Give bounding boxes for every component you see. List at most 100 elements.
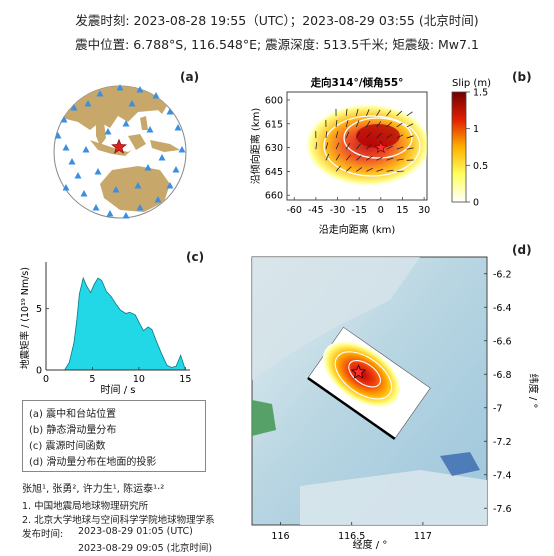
slip-vector — [355, 120, 360, 128]
station-marker — [122, 120, 130, 127]
slip-vector — [335, 119, 338, 127]
release-time-beijing: 2023-08-29 09:05 (北京时间) — [78, 543, 213, 554]
station-marker — [146, 126, 154, 133]
panel-label-d: (d) — [512, 243, 532, 257]
slip-vector — [396, 146, 404, 150]
map-shallow-sea — [252, 257, 420, 380]
slip-vector — [325, 142, 329, 150]
map-x-tick-label: 116.5 — [338, 531, 365, 542]
map-y-ticks: -6.2 -6.4 -6.6 -6.8 -7 -7.2 -7.4 -7.6 — [484, 269, 512, 515]
colorbar-tick-label: 0 — [473, 198, 479, 209]
slip-vector — [355, 108, 359, 116]
slip-vector — [335, 142, 340, 150]
slip-vector — [376, 109, 381, 117]
map-y-tick-label: -7.4 — [493, 470, 512, 481]
station-marker — [122, 212, 130, 219]
slip-vector — [345, 154, 351, 161]
map-epicenter-star-icon — [350, 364, 367, 379]
colorbar-tick-label: 1.5 — [473, 88, 488, 99]
slip-vector — [335, 165, 341, 172]
station-marker — [152, 92, 160, 99]
stf-y-tick-label: 5 — [36, 304, 42, 315]
slip-vector — [356, 167, 363, 172]
globe-land — [54, 86, 180, 212]
affiliation-1: 1. 中国地震局地球物理研究所 — [22, 501, 149, 512]
stf-x-tick-label: 15 — [179, 374, 191, 385]
slip-vector — [406, 135, 414, 139]
map-x-tick-label: 116 — [271, 531, 289, 542]
stations-layer — [54, 84, 186, 219]
slip-vector — [376, 156, 383, 161]
panel-label-c: (c) — [186, 250, 205, 264]
slip-y-ticks: 600 615 630 645 660 — [265, 95, 290, 202]
map-y-tick-label: -7 — [493, 403, 502, 414]
map-x-label: 经度 / ° — [353, 538, 388, 551]
slip-vector — [345, 120, 349, 128]
affiliation-2: 2. 北京大学地球与空间科学学院地球物理学系 — [22, 515, 215, 526]
map-y-label: 纬度 / ° — [527, 374, 540, 409]
map-y-tick-label: -7.2 — [493, 437, 512, 448]
map-coast — [300, 470, 487, 525]
slip-vector — [396, 134, 404, 139]
stf-x-tick-label: 5 — [89, 374, 95, 385]
slip-vector — [366, 144, 372, 150]
header-location: 震中位置: 6.788°S, 116.548°E; 震源深度: 513.5千米;… — [75, 37, 479, 52]
slip-vector — [376, 133, 382, 139]
stf-x-label: 时间 / s — [101, 383, 136, 396]
station-marker — [62, 184, 70, 191]
stf-y-ticks: 05 — [36, 304, 49, 377]
stf-y-tick-label: 0 — [36, 366, 42, 377]
slip-vector — [366, 132, 372, 139]
station-marker — [60, 116, 68, 123]
map-island — [252, 400, 276, 436]
slip-vectors — [315, 108, 414, 172]
station-marker — [154, 196, 162, 203]
panel-label-a: (a) — [180, 70, 200, 84]
station-marker — [104, 128, 112, 135]
station-marker — [116, 84, 124, 91]
station-marker — [178, 146, 186, 153]
slip-x-tick-label: 0 — [378, 205, 384, 216]
slip-vector — [366, 109, 370, 116]
legend-item-a: (a) 震中和台站位置 — [29, 409, 117, 420]
map-frame — [251, 256, 488, 526]
map-deep-water — [440, 452, 480, 476]
slip-peak-patch — [356, 124, 400, 148]
slip-x-label: 沿走向距离 (km) — [319, 223, 396, 236]
slip-plot-frame — [286, 91, 428, 201]
globe-ocean — [53, 85, 187, 219]
panel-legend: (a) 震中和台站位置 (b) 静态滑动量分布 (c) 震源时间函数 (d) 滑… — [22, 400, 206, 472]
station-marker — [96, 90, 104, 97]
map-y-tick-label: -6.2 — [493, 269, 512, 280]
station-marker — [144, 164, 152, 171]
slip-vector — [355, 131, 361, 139]
slip-vector — [376, 168, 384, 172]
slip-y-tick-label: 630 — [265, 143, 283, 154]
map-y-tick-label: -6.4 — [493, 303, 512, 314]
station-marker — [172, 166, 180, 173]
stf-x-tick-label: 10 — [133, 374, 145, 385]
station-marker — [158, 154, 166, 161]
release-time-utc: 2023-08-29 01:05 (UTC) — [78, 526, 193, 537]
slip-contour — [343, 117, 413, 159]
station-marker — [80, 190, 88, 197]
colorbar — [451, 91, 467, 203]
slip-x-tick-label: -45 — [308, 205, 324, 216]
station-marker — [70, 104, 78, 111]
slip-x-tick-label: -60 — [286, 205, 302, 216]
slip-y-label: 沿倾向距离 (km) — [249, 108, 262, 185]
station-marker — [106, 210, 114, 217]
authors: 张旭¹, 张勇², 许力生¹, 陈运泰¹·² — [22, 484, 165, 495]
station-marker — [92, 204, 100, 211]
slip-vector — [386, 121, 392, 128]
slip-y-tick-label: 600 — [265, 95, 283, 106]
stf-x-ticks: 0 5 10 15 — [43, 367, 191, 385]
stf-area — [46, 276, 186, 371]
slip-x-tick-label: -30 — [330, 205, 346, 216]
panel-label-b: (b) — [512, 70, 532, 84]
slip-vector — [325, 153, 330, 161]
slip-vector — [386, 157, 394, 161]
